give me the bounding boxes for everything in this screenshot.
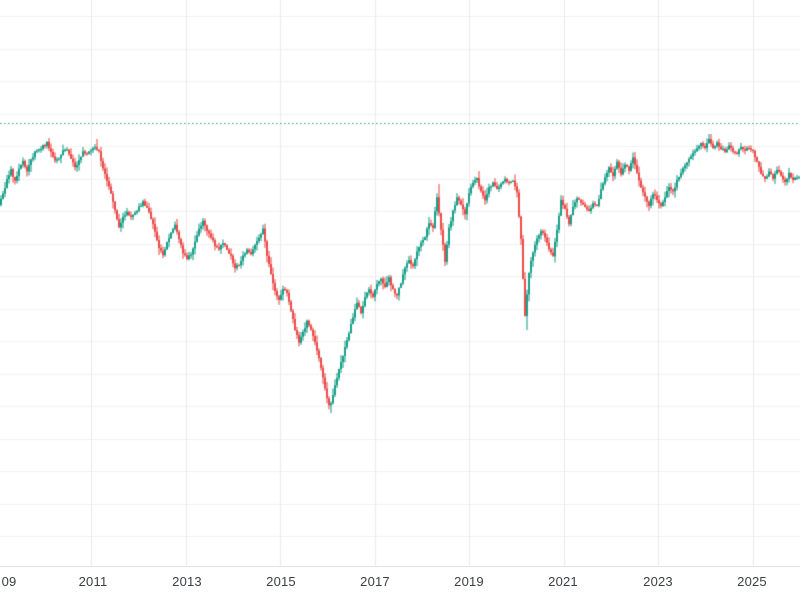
- plot-area: [0, 0, 800, 566]
- x-axis-label: 2017: [360, 574, 390, 589]
- x-axis-label: 2011: [78, 574, 108, 589]
- x-axis-label: 2019: [454, 574, 484, 589]
- x-axis-label: 09: [1, 574, 17, 589]
- x-axis-label: 2013: [172, 574, 202, 589]
- x-axis-label: 2015: [266, 574, 296, 589]
- x-axis-label: 2021: [548, 574, 578, 589]
- x-axis-label: 2025: [737, 574, 767, 589]
- time-axis[interactable]: 09 2011 2013 2015 2017 2019 2021 2023 2025: [0, 566, 800, 600]
- x-axis-label: 2023: [643, 574, 673, 589]
- candlestick-chart-canvas[interactable]: [0, 0, 800, 566]
